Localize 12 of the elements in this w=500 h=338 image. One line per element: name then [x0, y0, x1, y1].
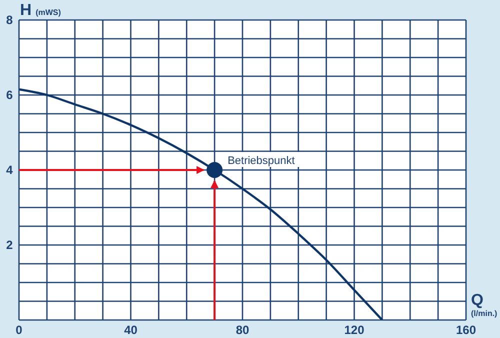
line-series	[19, 88, 384, 320]
y-tick-label: 2	[6, 238, 14, 252]
y-tick-label: 4	[6, 163, 14, 177]
y-tick-label: 6	[6, 88, 14, 102]
x-tick-label: 40	[124, 323, 138, 337]
y-axis-title: H (mWS)	[20, 2, 62, 19]
annotation: Betriebspunkt	[228, 155, 295, 167]
x-tick-label: 80	[236, 323, 250, 337]
x-tick-label: 160	[456, 323, 476, 337]
y-tick-label: 8	[6, 13, 14, 27]
x-tick-label: 120	[344, 323, 365, 337]
x-tick-label: 0	[16, 323, 23, 337]
